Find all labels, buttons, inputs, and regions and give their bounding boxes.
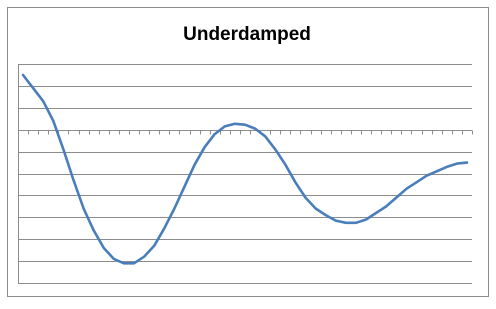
line-series bbox=[21, 73, 469, 265]
chart-title: Underdamped bbox=[183, 24, 311, 45]
